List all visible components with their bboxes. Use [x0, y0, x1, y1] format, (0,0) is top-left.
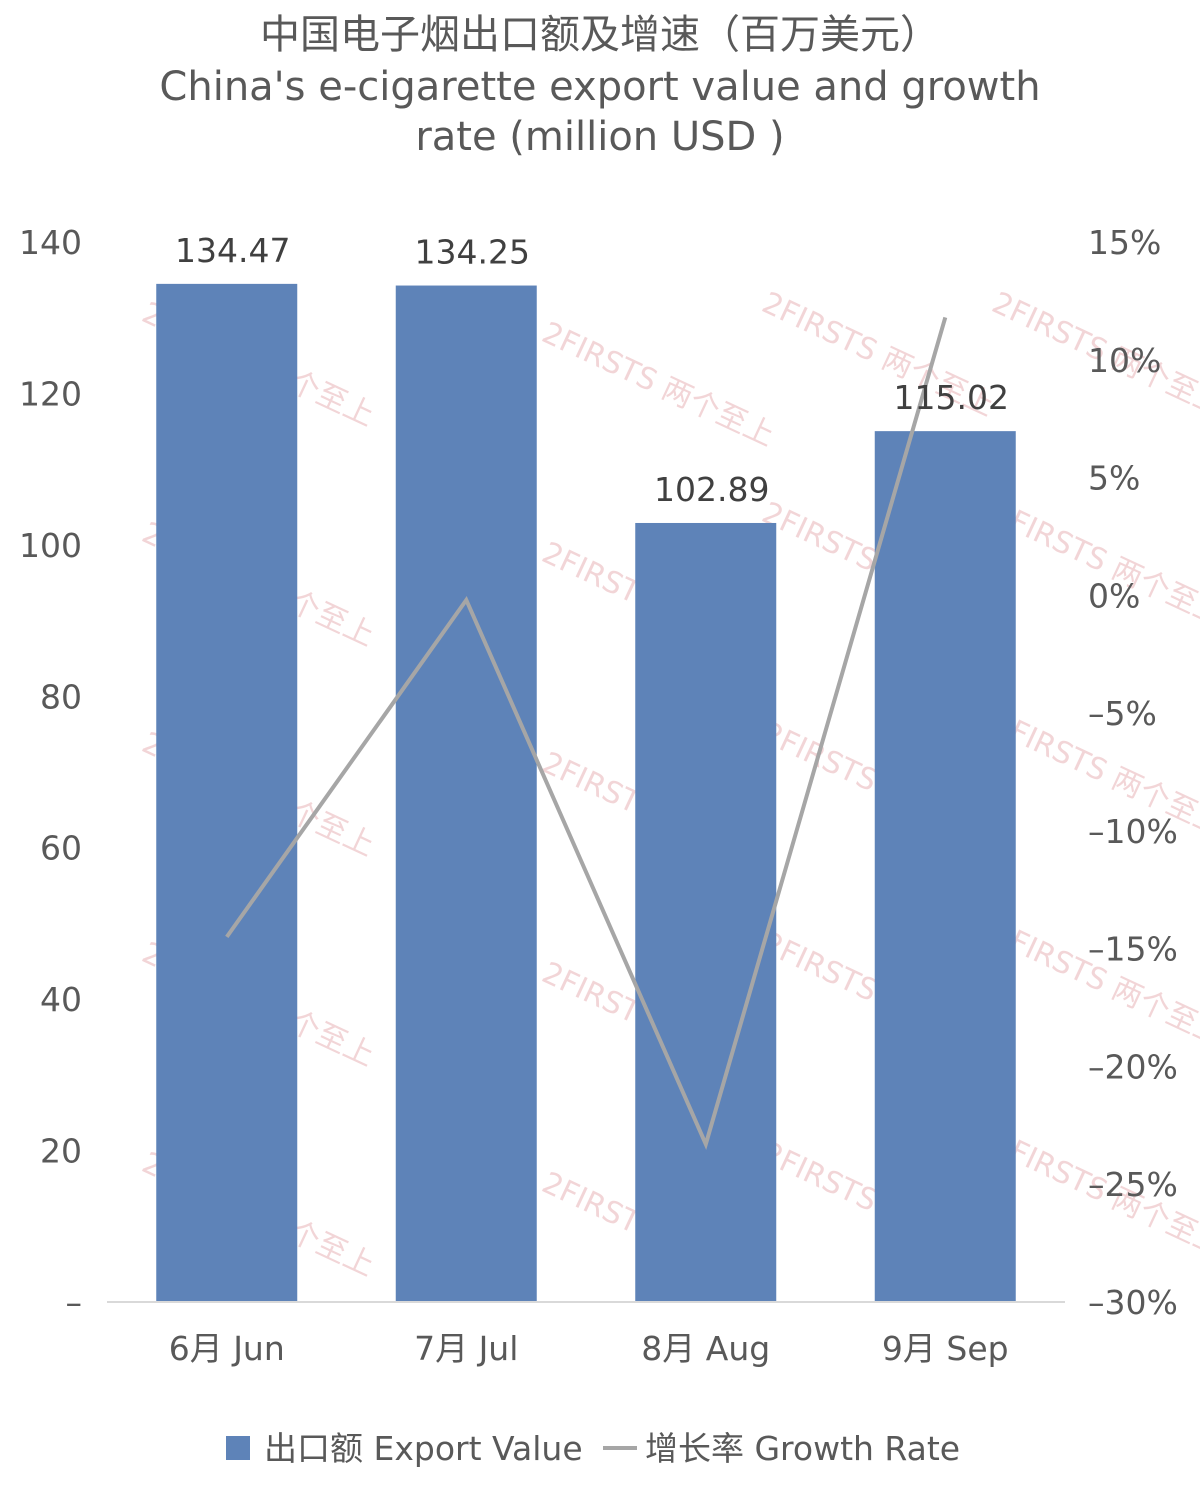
bar-value-label: 134.47 — [175, 231, 290, 270]
left-tick-label: 20 — [40, 1132, 82, 1171]
left-axis: – 20 40 60 80 100 120 140 — [19, 223, 82, 1322]
right-tick-label: 10% — [1088, 341, 1161, 380]
legend-bar-label: 出口额 Export Value — [264, 1429, 583, 1468]
right-tick-label: 0% — [1088, 576, 1140, 615]
right-tick-label: –15% — [1088, 930, 1178, 969]
right-tick-label: –20% — [1088, 1047, 1178, 1086]
right-tick-label: –25% — [1088, 1165, 1178, 1204]
bar-2 — [396, 286, 537, 1302]
legend-bar-swatch — [226, 1436, 250, 1460]
left-tick-label: 100 — [19, 526, 82, 565]
right-tick-label: 15% — [1088, 223, 1161, 262]
right-tick-label: –10% — [1088, 812, 1178, 851]
category-label: 9月 Sep — [882, 1329, 1009, 1368]
title-line-3: rate (million USD ) — [415, 114, 784, 160]
left-tick-label: 80 — [40, 677, 82, 716]
right-tick-label: –5% — [1088, 694, 1157, 733]
title-line-1: 中国电子烟出口额及增速（百万美元） — [260, 12, 940, 58]
left-tick-label: 60 — [40, 829, 82, 868]
watermark-text: 2FIRSTS 两个至上 — [537, 316, 780, 454]
bar-value-label: 102.89 — [654, 470, 769, 509]
right-tick-label: 5% — [1088, 459, 1140, 498]
left-tick-label: – — [66, 1283, 83, 1322]
bar-3 — [635, 523, 776, 1302]
bar-4 — [875, 431, 1016, 1302]
bar-value-label: 115.02 — [894, 378, 1009, 417]
legend-line-label: 增长率 Growth Rate — [645, 1429, 960, 1468]
bar-1 — [156, 284, 297, 1302]
category-label: 8月 Aug — [641, 1329, 770, 1368]
chart-title: 中国电子烟出口额及增速（百万美元） China's e-cigarette exp… — [159, 12, 1040, 160]
category-label: 6月 Jun — [169, 1329, 285, 1368]
left-tick-label: 120 — [19, 374, 82, 413]
bar-value-label: 134.25 — [415, 233, 530, 272]
x-axis-categories: 6月 Jun 7月 Jul 8月 Aug 9月 Sep — [169, 1329, 1009, 1368]
category-label: 7月 Jul — [414, 1329, 518, 1368]
left-tick-label: 140 — [19, 223, 82, 262]
title-line-2: China's e-cigarette export value and gro… — [159, 64, 1040, 110]
right-tick-label: –30% — [1088, 1283, 1178, 1322]
legend: 出口额 Export Value 增长率 Growth Rate — [226, 1429, 960, 1468]
left-tick-label: 40 — [40, 980, 82, 1019]
